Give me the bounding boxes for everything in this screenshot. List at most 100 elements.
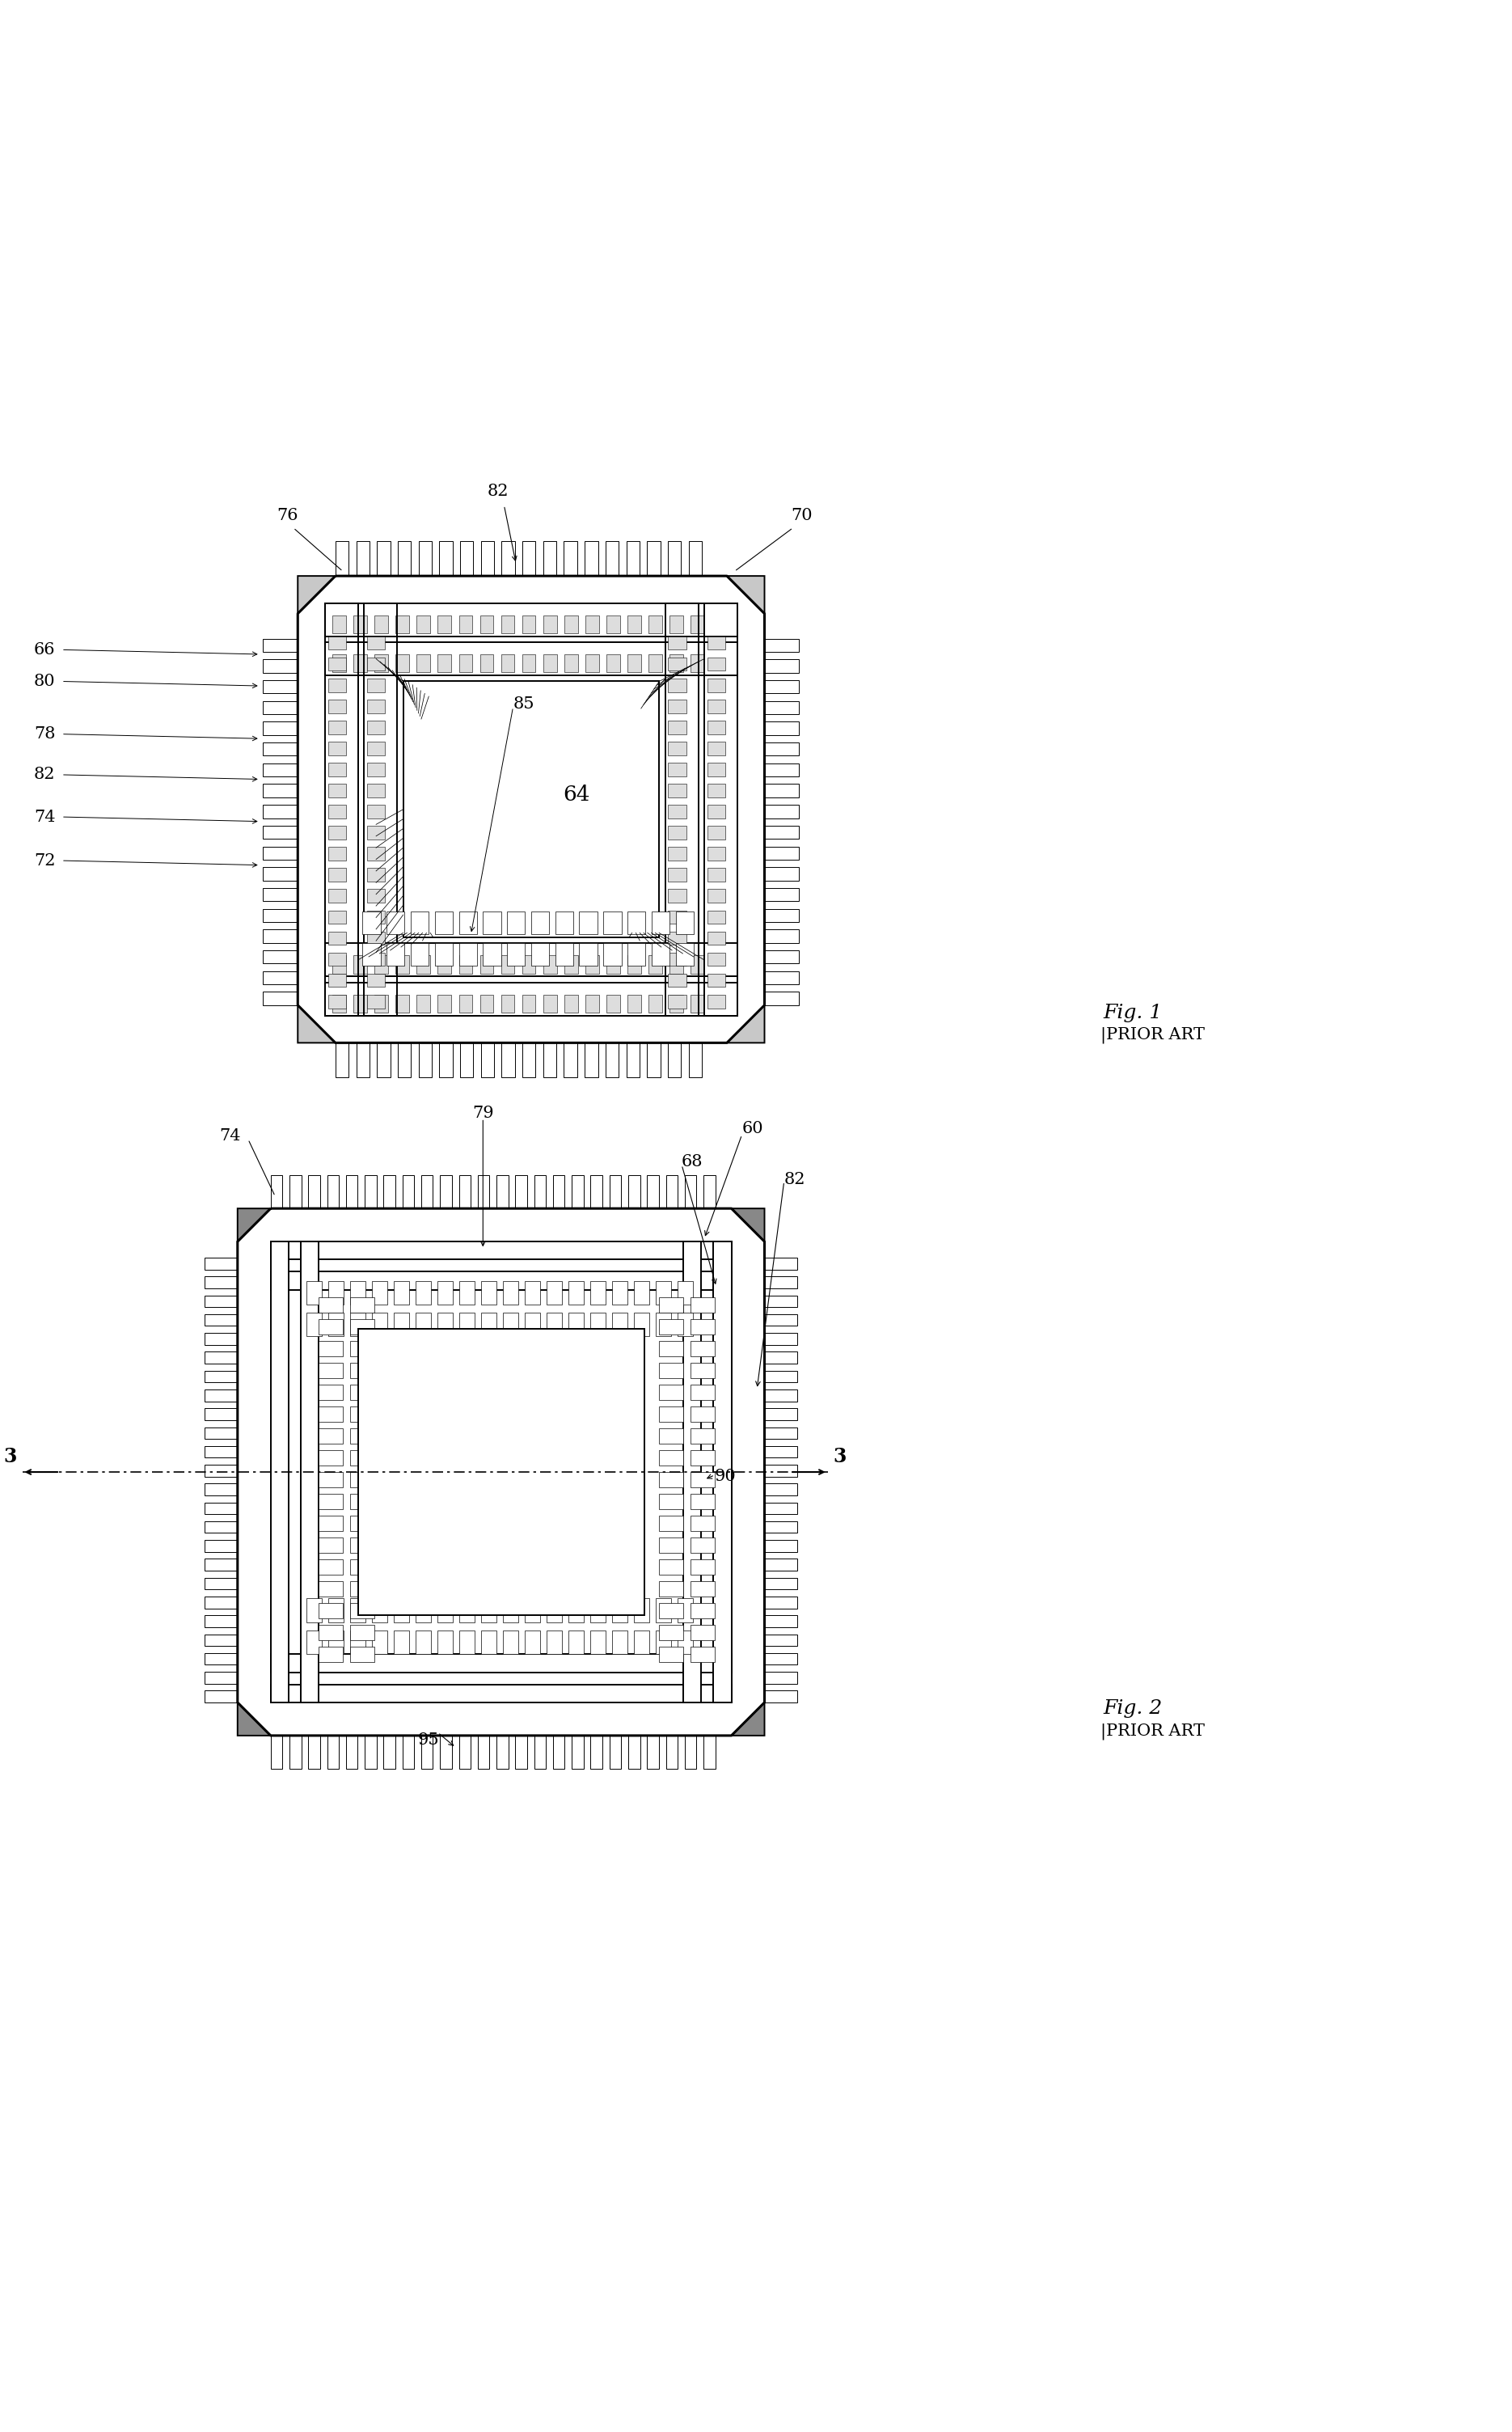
Bar [367, 764, 386, 776]
Bar [416, 1598, 431, 1622]
Bar [372, 1629, 387, 1654]
Bar [668, 995, 686, 1009]
Bar [634, 1313, 649, 1338]
Bar [543, 615, 556, 632]
Bar [460, 1313, 475, 1338]
Bar [612, 1629, 627, 1654]
Bar [591, 1598, 606, 1622]
Bar [765, 1634, 798, 1646]
Bar [531, 944, 549, 966]
Bar [460, 1282, 475, 1306]
Bar [263, 700, 298, 715]
Bar [319, 1603, 343, 1617]
Bar [271, 1243, 732, 1260]
Bar [263, 846, 298, 858]
Bar [416, 1629, 431, 1654]
Bar [351, 1598, 366, 1622]
Bar [375, 956, 389, 973]
Bar [609, 1175, 621, 1209]
Bar [263, 659, 298, 674]
Bar [522, 615, 535, 632]
Text: 60: 60 [742, 1121, 764, 1136]
Bar [482, 912, 500, 934]
Bar [367, 805, 386, 820]
Bar [402, 1736, 414, 1768]
Bar [569, 1313, 584, 1338]
Bar [307, 1282, 322, 1306]
Bar [691, 1362, 715, 1379]
Bar [458, 956, 472, 973]
Bar [367, 953, 386, 966]
Bar [351, 1603, 375, 1617]
Bar [204, 1352, 237, 1364]
Bar [765, 1654, 798, 1666]
Bar [691, 1515, 715, 1530]
Bar [372, 1598, 387, 1622]
Bar [708, 657, 726, 671]
Bar [708, 846, 726, 861]
Bar [440, 1043, 452, 1077]
Bar [308, 1175, 321, 1209]
Bar [522, 995, 535, 1012]
Bar [351, 1493, 375, 1508]
Bar [435, 944, 452, 966]
Bar [626, 1043, 640, 1077]
Bar [665, 1736, 677, 1768]
Text: |PRIOR ART: |PRIOR ART [1101, 1026, 1205, 1043]
Bar [668, 868, 686, 883]
Bar [691, 1471, 715, 1486]
Bar [417, 956, 431, 973]
Bar [691, 1449, 715, 1464]
Bar [204, 1615, 237, 1627]
Bar [204, 1559, 237, 1571]
Bar [438, 1282, 452, 1306]
Bar [585, 995, 599, 1012]
Bar [691, 1646, 715, 1661]
Bar [525, 1629, 540, 1654]
Bar [482, 944, 500, 966]
Bar [204, 1447, 237, 1457]
Bar [765, 1428, 798, 1440]
Bar [516, 1736, 528, 1768]
Bar [204, 1389, 237, 1401]
Bar [367, 783, 386, 798]
Bar [765, 1464, 798, 1476]
Bar [703, 1736, 715, 1768]
Bar [691, 1406, 715, 1423]
Bar [765, 970, 800, 985]
Bar [502, 1043, 516, 1077]
Bar [328, 679, 346, 693]
Bar [351, 1296, 375, 1313]
Bar [351, 1362, 375, 1379]
Bar [375, 995, 389, 1012]
Bar [585, 654, 599, 671]
Bar [357, 542, 369, 576]
Bar [659, 1515, 683, 1530]
Bar [351, 1515, 375, 1530]
Bar [395, 1598, 410, 1622]
Bar [765, 846, 800, 858]
Bar [354, 615, 367, 632]
Bar [668, 910, 686, 924]
Bar [204, 1539, 237, 1552]
Bar [328, 846, 346, 861]
Bar [438, 995, 452, 1012]
Bar [659, 1428, 683, 1445]
Text: 3: 3 [833, 1447, 847, 1466]
Bar [543, 542, 556, 576]
Bar [395, 1282, 410, 1306]
Bar [204, 1671, 237, 1683]
Bar [204, 1484, 237, 1496]
Bar [572, 1175, 584, 1209]
Bar [395, 1313, 410, 1338]
Text: 64: 64 [562, 783, 590, 805]
Bar [263, 783, 298, 798]
Bar [708, 679, 726, 693]
Bar [629, 1175, 640, 1209]
Bar [765, 951, 800, 963]
Bar [351, 1428, 375, 1445]
Bar [271, 1272, 732, 1289]
Bar [327, 1175, 339, 1209]
Bar [659, 1406, 683, 1423]
Bar [708, 742, 726, 756]
